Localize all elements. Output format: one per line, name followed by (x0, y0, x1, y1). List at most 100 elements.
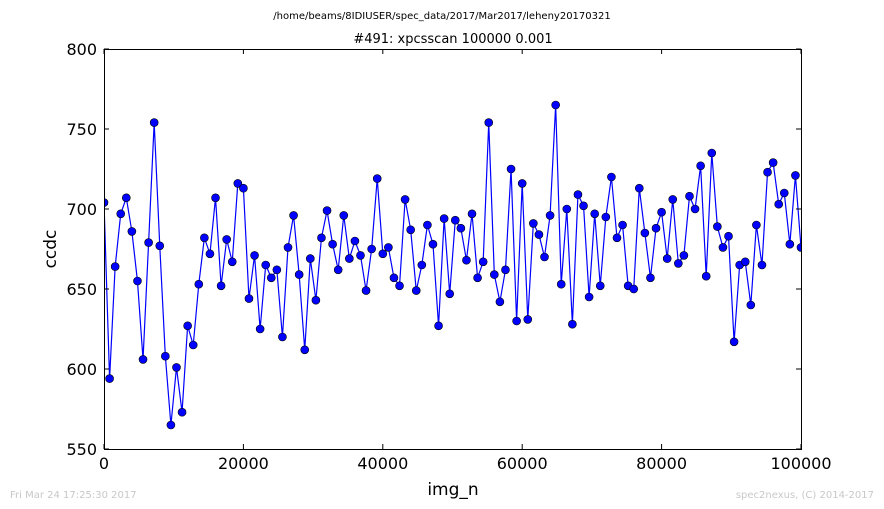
data-point (629, 284, 639, 294)
data-point (227, 257, 237, 267)
data-point (808, 242, 816, 250)
data-point (328, 239, 337, 249)
footer-credit: spec2nexus, (C) 2014-2017 (736, 490, 874, 501)
data-point (400, 195, 410, 204)
plot-frame (104, 49, 802, 450)
data-point (651, 223, 661, 233)
data-point (378, 249, 388, 259)
data-point (261, 260, 271, 270)
data-point (462, 255, 471, 265)
data-point (172, 363, 181, 372)
x-tick-label: 80000 (636, 454, 687, 473)
x-axis-label: img_n (427, 480, 478, 500)
data-point (568, 319, 577, 329)
series-line (104, 104, 801, 426)
data-point (289, 211, 298, 220)
data-point (439, 214, 449, 223)
data-point (701, 271, 711, 281)
data-point (311, 295, 321, 305)
data-point (584, 292, 594, 302)
y-tick-label: 600 (66, 360, 97, 379)
data-point (244, 294, 254, 303)
data-point (216, 281, 226, 291)
data-point (540, 252, 549, 262)
data-point (211, 193, 220, 203)
data-point (779, 188, 789, 198)
data-point (445, 289, 455, 299)
data-point (819, 199, 827, 207)
x-tick-label: 60000 (497, 454, 548, 473)
data-point (122, 193, 131, 203)
data-point (529, 219, 538, 228)
data-point (389, 273, 399, 283)
data-point (250, 251, 259, 260)
data-point (562, 204, 572, 214)
data-point (640, 228, 650, 238)
data-point (300, 345, 310, 355)
data-point (573, 190, 583, 199)
data-point (685, 191, 694, 201)
file-path-supertitle: /home/beams/8IDIUSER/spec_data/2017/Mar2… (273, 11, 610, 22)
data-point (768, 158, 778, 167)
data-point (724, 231, 733, 241)
data-point (155, 241, 165, 251)
data-point (272, 265, 282, 275)
data-point (595, 281, 605, 291)
data-point (294, 270, 304, 279)
data-point (183, 321, 192, 331)
data-point (512, 316, 521, 326)
data-point (345, 254, 354, 263)
data-point (662, 254, 672, 263)
data-point (283, 243, 293, 252)
data-point (707, 148, 717, 158)
data-point (718, 243, 728, 252)
data-point (590, 209, 599, 219)
data-point (551, 100, 560, 110)
data-point (233, 179, 243, 188)
y-axis-label: ccdc (41, 230, 61, 269)
y-tick-label: 700 (66, 200, 97, 219)
data-point (858, 224, 866, 232)
data-point (842, 256, 850, 264)
axis-ticks: 0 20000 40000 60000 80000 100000 550 600 650 700 7… (66, 40, 831, 473)
data-point (434, 321, 443, 331)
data-point (411, 286, 421, 295)
data-point (757, 260, 767, 270)
data-point (830, 279, 838, 287)
data-point (803, 207, 811, 215)
series-ccdc (104, 100, 866, 430)
data-point (278, 332, 287, 342)
y-tick-label: 750 (66, 120, 97, 139)
data-point (534, 230, 544, 239)
data-point (740, 257, 750, 267)
data-point (450, 215, 460, 225)
data-point (333, 265, 343, 275)
data-point (384, 243, 393, 252)
x-tick-label: 20000 (218, 454, 269, 473)
data-point (825, 261, 833, 269)
data-point (467, 209, 477, 219)
data-point (545, 211, 555, 220)
plot-area: 0 20000 40000 60000 80000 100000 550 600 650 700 7… (66, 40, 866, 473)
data-point (501, 265, 510, 275)
data-point (774, 199, 784, 209)
data-point (674, 259, 683, 268)
data-point (205, 249, 215, 259)
data-point (361, 286, 371, 295)
data-point (506, 164, 516, 174)
data-point (322, 206, 332, 215)
data-point (729, 337, 739, 347)
data-point (495, 297, 505, 307)
data-point (149, 118, 159, 127)
data-point (847, 285, 855, 293)
data-point (127, 227, 137, 236)
data-point (490, 270, 499, 279)
data-point (356, 251, 365, 260)
data-point (853, 139, 861, 147)
data-point (607, 172, 616, 182)
data-point (350, 236, 360, 246)
data-point (791, 171, 800, 180)
data-point (836, 247, 844, 255)
data-point (200, 233, 209, 243)
data-point (478, 257, 488, 267)
